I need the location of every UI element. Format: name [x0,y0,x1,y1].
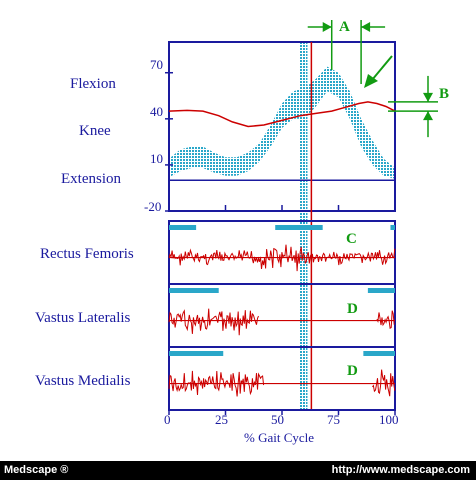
x-tick-0: 0 [164,412,171,427]
marker-d-medialis: D [347,363,358,379]
marker-d-lateralis: D [347,301,358,317]
annotation-b-lower-head [423,111,433,121]
emg-panel-frame-2 [168,283,396,348]
y-tick-40: 40 [150,104,163,119]
y-tick-minus20: -20 [144,199,162,214]
emg-normal-bar-1-3 [390,225,395,230]
emg-normal-bar-1-1 [169,225,197,230]
annotation-pointer-shaft [371,55,393,81]
knee-patient-curve [168,101,396,128]
annotation-b: B [439,86,450,102]
muscle-label-rectus-femoris: Rectus Femoris [40,246,134,262]
emg-signal-1-1 [168,244,396,272]
emg-signal-2-1 [168,308,259,336]
emg-normal-bar-2-1 [169,288,219,293]
annotation-a: A [339,19,350,35]
footer-bar: Medscape ® http://www.medscape.com [0,461,476,480]
extension-label: Extension [61,171,121,187]
muscle-label-vastus-medialis: Vastus Medialis [35,373,131,389]
flexion-label: Flexion [70,76,116,92]
emg-signal-3-1 [168,370,265,397]
x-tick-100: 100 [379,412,399,427]
emg-normal-bar-3-1 [169,351,224,356]
emg-normal-bar-2-2 [367,288,395,293]
emg-signal-3-2 [372,369,396,397]
y-tick-70: 70 [150,57,163,72]
annotation-b-upper-head [423,92,433,102]
emg-panel-frame-3 [168,346,396,411]
y-tick-10: 10 [150,151,163,166]
x-tick-50: 50 [271,412,284,427]
knee-label: Knee [79,123,111,139]
annotation-a-arrow-right-head [361,22,371,32]
x-tick-25: 25 [215,412,228,427]
annotation-pointer-head [364,74,378,88]
emg-normal-bar-3-2 [363,351,395,356]
annotation-a-arrow-left-head [322,22,332,32]
marker-c: C [346,231,357,247]
emg-signal-2-2 [376,310,395,329]
x-axis-label: % Gait Cycle [244,430,315,445]
emg-normal-bar-1-2 [275,225,323,230]
knee-normal-band [169,66,395,179]
footer-url[interactable]: http://www.medscape.com [331,464,470,476]
x-tick-75: 75 [327,412,340,427]
muscle-label-vastus-lateralis: Vastus Lateralis [35,310,131,326]
footer-brand: Medscape ® [4,464,69,476]
